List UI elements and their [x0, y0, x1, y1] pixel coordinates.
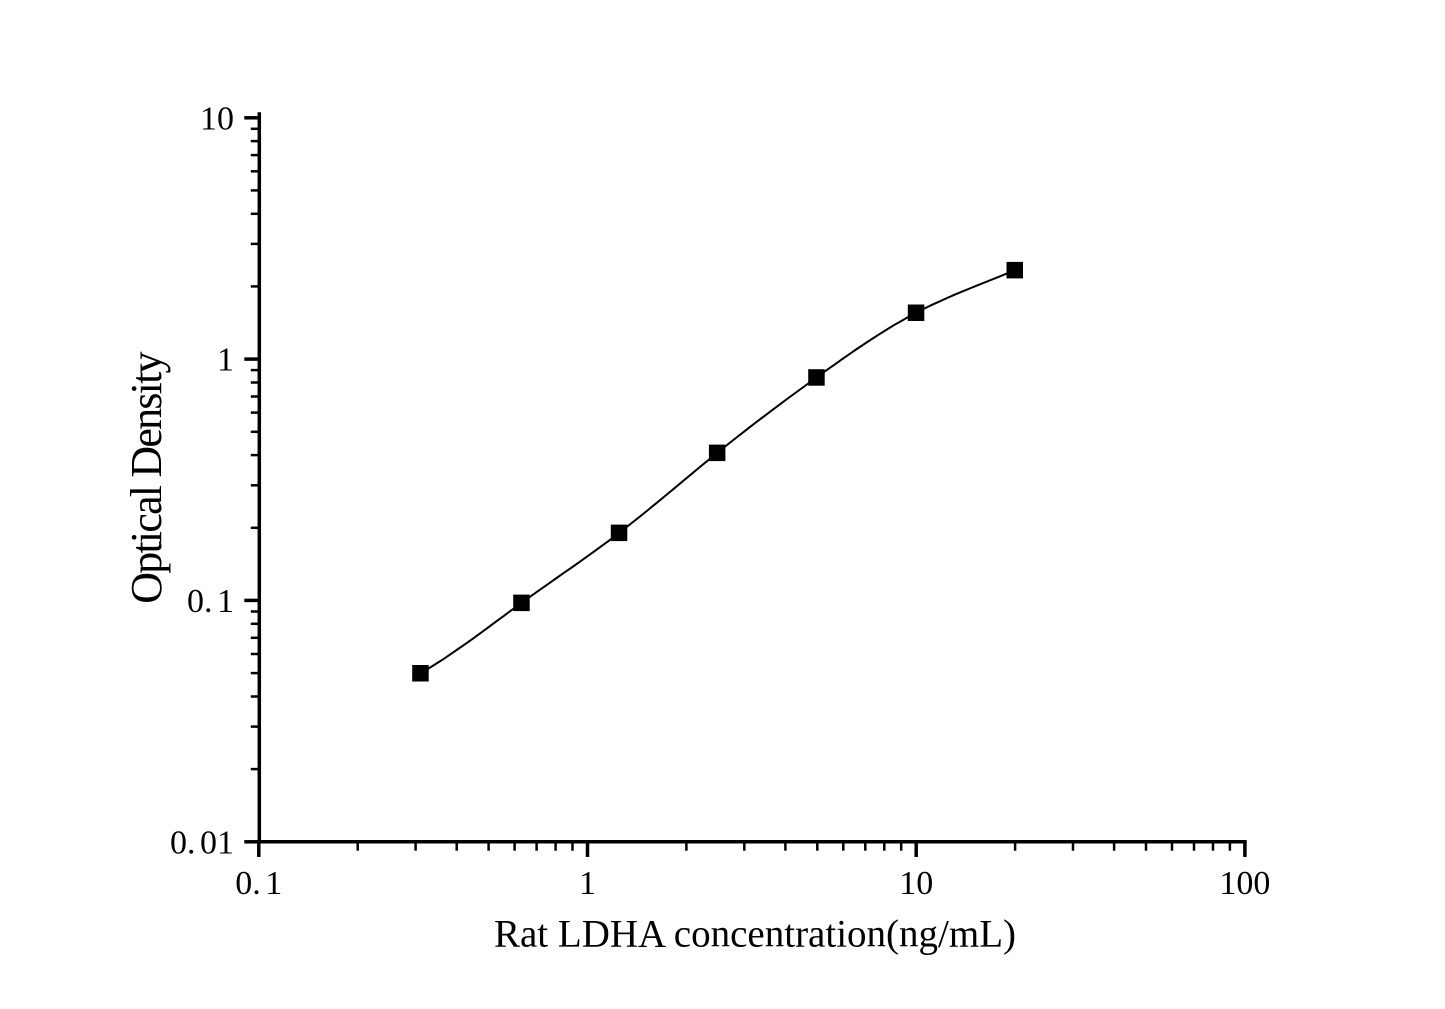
svg-text:10: 10 — [899, 865, 933, 902]
svg-text:1: 1 — [579, 865, 596, 902]
svg-text:Optical Density: Optical Density — [122, 352, 171, 604]
svg-text:100: 100 — [1219, 865, 1270, 902]
svg-text:Rat LDHA concentration(ng/mL): Rat LDHA concentration(ng/mL) — [494, 913, 1016, 956]
svg-text:0. 01: 0. 01 — [170, 824, 234, 861]
svg-text:0. 1: 0. 1 — [235, 865, 282, 902]
svg-text:10: 10 — [200, 100, 234, 137]
svg-text:0. 1: 0. 1 — [187, 583, 234, 620]
svg-text:1: 1 — [217, 342, 234, 379]
